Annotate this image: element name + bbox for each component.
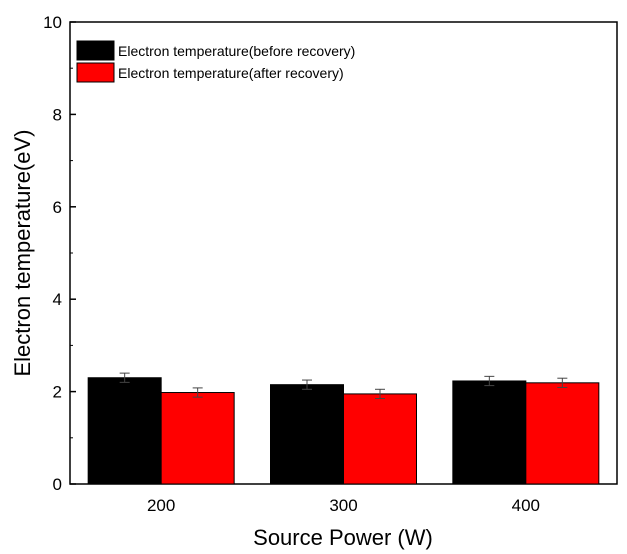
bar [87, 377, 162, 485]
x-tick-label: 200 [147, 496, 175, 515]
legend-label: Electron temperature(after recovery) [118, 65, 344, 81]
y-tick-label: 10 [43, 13, 62, 32]
x-axis-title: Source Power (W) [253, 525, 433, 550]
bar [525, 382, 600, 485]
bar [270, 384, 344, 485]
legend-swatch [76, 62, 115, 83]
x-tick-label: 400 [512, 496, 540, 515]
y-tick-label: 4 [53, 290, 62, 309]
y-axis-title: Electron temperature(eV) [10, 130, 35, 377]
legend-label: Electron temperature(before recovery) [118, 43, 355, 59]
bars-group [87, 372, 600, 485]
legend-swatch [76, 40, 115, 61]
y-tick-label: 6 [53, 198, 62, 217]
bar [160, 392, 235, 485]
y-tick-label: 0 [53, 475, 62, 494]
y-tick-label: 2 [53, 383, 62, 402]
bar [452, 380, 527, 485]
x-axis: 200 300 400 [147, 478, 540, 515]
bar [343, 393, 417, 485]
y-axis: 0 2 4 6 8 10 [43, 13, 76, 494]
y-tick-label: 8 [53, 105, 62, 124]
x-tick-label: 300 [329, 496, 357, 515]
legend: Electron temperature(before recovery) Ele… [76, 40, 355, 83]
